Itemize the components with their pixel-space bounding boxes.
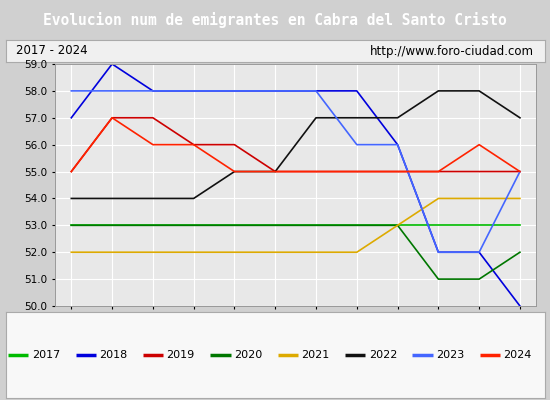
Text: 2020: 2020 <box>234 350 262 360</box>
Text: 2024: 2024 <box>503 350 532 360</box>
Text: 2021: 2021 <box>301 350 329 360</box>
Text: Evolucion num de emigrantes en Cabra del Santo Cristo: Evolucion num de emigrantes en Cabra del… <box>43 12 507 28</box>
Text: 2017 - 2024: 2017 - 2024 <box>16 44 88 58</box>
Text: 2017: 2017 <box>32 350 60 360</box>
Text: http://www.foro-ciudad.com: http://www.foro-ciudad.com <box>370 44 534 58</box>
Text: 2018: 2018 <box>99 350 128 360</box>
Text: 2019: 2019 <box>167 350 195 360</box>
Text: 2023: 2023 <box>436 350 464 360</box>
Text: 2022: 2022 <box>368 350 397 360</box>
